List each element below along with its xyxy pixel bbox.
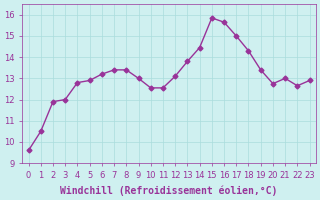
- X-axis label: Windchill (Refroidissement éolien,°C): Windchill (Refroidissement éolien,°C): [60, 185, 278, 196]
